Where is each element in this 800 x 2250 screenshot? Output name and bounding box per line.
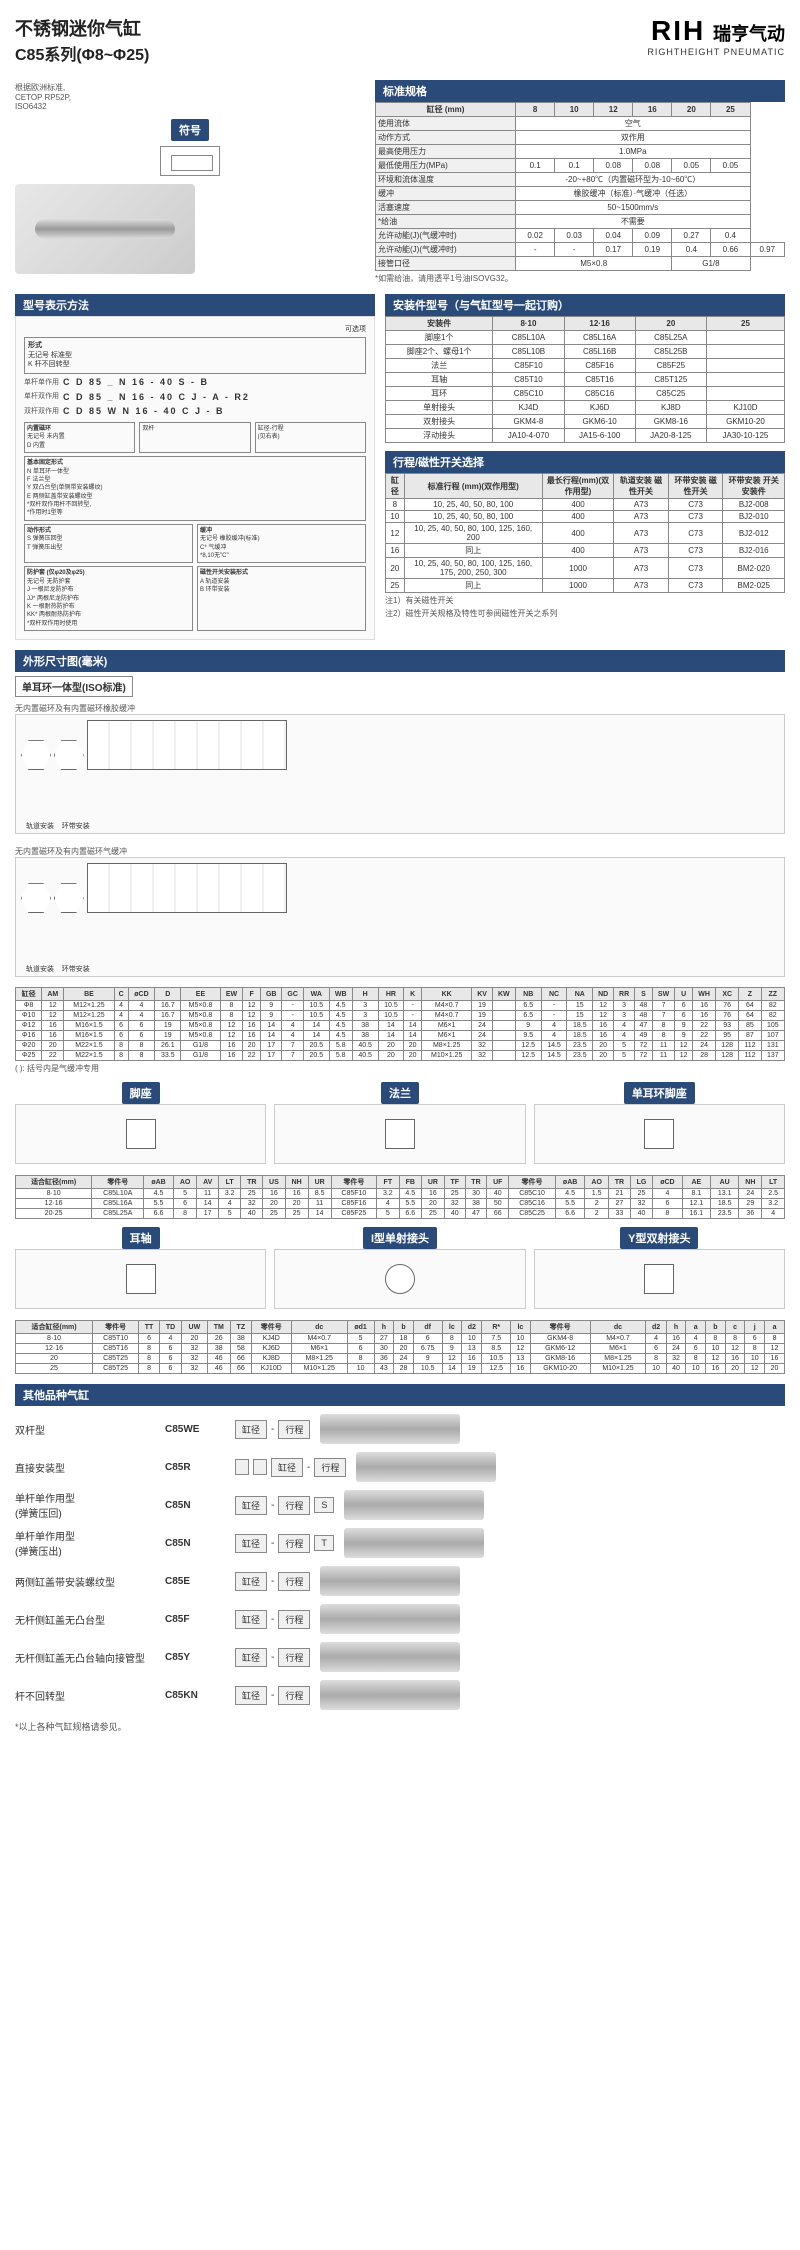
title-line2: C85系列(Φ8~Φ25) bbox=[15, 41, 149, 65]
title-block: 不锈钢迷你气缸 C85系列(Φ8~Φ25) bbox=[15, 15, 149, 65]
dim-diagram-1: 轨道安装 环带安装 bbox=[15, 714, 785, 834]
symbol-diagram bbox=[160, 146, 220, 176]
mount-header: 安装件型号（与气缸型号一起订购） bbox=[385, 294, 785, 316]
dim-note: ( ): 括号内是气缓冲专用 bbox=[15, 1063, 785, 1074]
spec-table: 缸径 (mm)81012162025使用流体空气动作方式双作用最高使用压力1.0… bbox=[375, 102, 785, 271]
dim-header: 外形尺寸图(毫米) bbox=[15, 650, 785, 672]
variants-header: 其他品种气缸 bbox=[15, 1384, 785, 1406]
logo-sub: RIGHTHEIGHT PNEUMATIC bbox=[647, 47, 785, 57]
joint-diagrams: 耳轴 I型单射接头 Y型双射接头 bbox=[15, 1227, 785, 1312]
logo-text: RIH bbox=[651, 15, 705, 46]
logo-block: RIH 瑞亨气动 RIGHTHEIGHT PNEUMATIC bbox=[647, 15, 785, 57]
model-header: 型号表示方法 bbox=[15, 294, 375, 316]
switch-table: 缸径标准行程 (mm)(双作用型)最长行程(mm)(双作用型)轨道安装 磁性开关… bbox=[385, 473, 785, 593]
symbol-label: 符号 bbox=[171, 119, 209, 141]
product-image bbox=[15, 184, 195, 274]
logo-cn: 瑞亨气动 bbox=[713, 24, 785, 44]
mount-table: 安装件8·1012·162025脚座1个C85L10AC85L16AC85L25… bbox=[385, 316, 785, 443]
footer-note: *以上各种气缸规格请参见。 bbox=[15, 1720, 785, 1733]
accessory-diagrams: 脚座 法兰 单耳环脚座 bbox=[15, 1082, 785, 1167]
spec-note: *如需给油，请用透平1号油ISOVG32。 bbox=[375, 273, 785, 284]
spec-header: 标准规格 bbox=[375, 80, 785, 102]
switch-header: 行程/磁性开关选择 bbox=[385, 451, 785, 473]
variants-list: 双杆型C85WE缸径-行程直接安装型C85R 缸径-行程单杆单作用型(弹簧压回)… bbox=[15, 1414, 785, 1710]
dim-diagram-2: 轨道安装 环带安装 bbox=[15, 857, 785, 977]
dim-subheader: 单耳环一体型(ISO标准) bbox=[15, 676, 133, 697]
dim-nomag-label: 无内置磁环及有内置磁环橡胶缓冲 bbox=[15, 703, 785, 714]
switch-note1: 注1）有关磁性开关 bbox=[385, 595, 785, 606]
joint-table: 适合缸径(mm)零件号TTTDUWTMTZ零件号dcød1hbdflcd2R*l… bbox=[15, 1320, 785, 1374]
standards: 根据欧洲标准, CETOP RP52P, ISO6432 bbox=[15, 82, 365, 111]
switch-note2: 注2）磁性开关规格及特性可参阅磁性开关之系列 bbox=[385, 608, 785, 619]
dim-aircushion-label: 无内置磁环及有内置磁环气缓冲 bbox=[15, 846, 785, 857]
page-header: 不锈钢迷你气缸 C85系列(Φ8~Φ25) RIH 瑞亨气动 RIGHTHEIG… bbox=[15, 15, 785, 65]
model-diagram: 可选项形式无记号 标准型K 杆不回转型单杆单作用 C D 85 _ N 16 -… bbox=[15, 316, 375, 640]
acc-table: 适合缸径(mm)零件号øABAOAVLTTRUSNHUR零件号FTFBURTFT… bbox=[15, 1175, 785, 1219]
dim-table: 缸径AMBECøCDDEEEWFGBGCWAWBHHRKKKKVKWNBNCNA… bbox=[15, 987, 785, 1061]
title-line1: 不锈钢迷你气缸 bbox=[15, 15, 149, 41]
